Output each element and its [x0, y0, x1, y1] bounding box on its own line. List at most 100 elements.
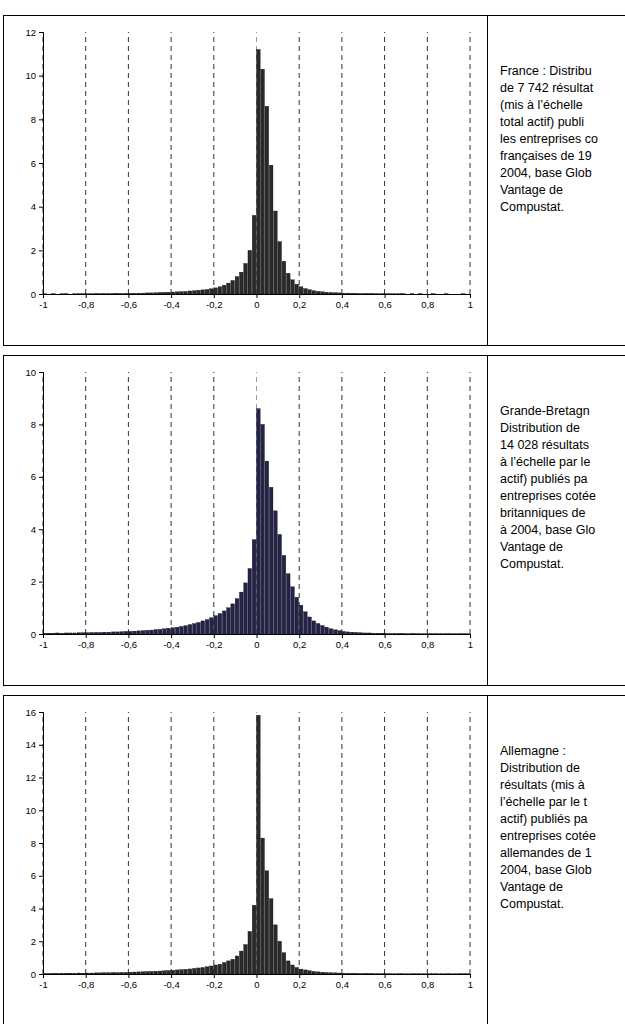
bar: [244, 583, 248, 634]
x-tick-mark: [171, 294, 172, 298]
x-tick-label: 1: [468, 299, 473, 310]
y-tick: 0: [31, 969, 43, 980]
bar: [338, 973, 342, 974]
bar: [274, 925, 278, 974]
bar: [94, 293, 98, 294]
panel-frame: [4, 356, 625, 686]
bar: [235, 599, 239, 634]
bar: [414, 973, 418, 974]
bar: [372, 973, 376, 974]
bar: [222, 285, 226, 294]
y-tick: 4: [31, 524, 43, 535]
bar: [56, 973, 60, 974]
caption-line: France : Distribu: [500, 64, 592, 78]
x-tick: -0,8: [78, 634, 94, 650]
bar: [338, 293, 342, 294]
x-tick-label: 0,2: [293, 299, 306, 310]
bar: [64, 633, 68, 634]
y-tick-mark: [39, 876, 43, 877]
bar: [141, 631, 145, 634]
x-tick: -0,2: [206, 294, 222, 310]
bar: [274, 211, 278, 294]
bar: [257, 49, 261, 294]
grid-line: [341, 32, 342, 294]
panel: -1-0,8-0,6-0,4-0,200,20,40,60,8102468101…: [4, 696, 625, 1024]
y-tick: 2: [31, 576, 43, 587]
y-tick-label: 14: [25, 739, 36, 750]
grid-line: [213, 712, 214, 974]
caption-line: actif) publiés pa: [500, 812, 588, 826]
bar: [449, 633, 453, 634]
bar: [201, 290, 205, 294]
bar: [321, 292, 325, 294]
bar: [312, 291, 316, 294]
y-tick-mark: [39, 32, 43, 33]
bar: [77, 973, 81, 974]
x-axis-line: [44, 295, 471, 299]
x-tick-mark: [385, 974, 386, 978]
bar: [303, 289, 307, 294]
y-tick-mark: [39, 712, 43, 713]
grid: [43, 32, 470, 294]
y-axis: 024681012: [25, 27, 43, 300]
x-tick: -1: [39, 974, 47, 990]
grid-line: [171, 712, 172, 974]
bar: [432, 973, 436, 974]
x-tick-label: -0,4: [163, 639, 179, 650]
y-tick: 8: [31, 838, 43, 849]
bar: [286, 961, 290, 974]
y-tick: 10: [25, 805, 43, 816]
x-tick: 0,6: [378, 294, 391, 310]
bar: [355, 632, 359, 634]
bar: [350, 632, 354, 634]
chart-frame: [487, 16, 488, 346]
x-tick-label: 0,8: [421, 979, 434, 990]
bar: [192, 291, 196, 294]
bar: [291, 280, 295, 294]
caption-line: 2004, base Glob: [500, 863, 592, 877]
y-tick-label: 0: [31, 289, 36, 300]
x-axis: -1-0,8-0,6-0,4-0,200,20,40,60,81: [39, 974, 473, 990]
x-tick-label: 0,8: [421, 639, 434, 650]
bar: [124, 631, 128, 634]
bar: [120, 972, 124, 974]
bar: [167, 292, 171, 294]
bar: [257, 409, 261, 634]
bar: [205, 289, 209, 294]
x-tick: 1: [468, 294, 473, 310]
bar: [141, 293, 145, 294]
bar: [303, 970, 307, 974]
bar: [133, 972, 137, 974]
bar: [299, 287, 303, 294]
bar: [163, 629, 167, 634]
bar: [291, 587, 295, 634]
bar: [423, 973, 427, 974]
grid-line: [85, 32, 86, 294]
bar: [423, 633, 427, 634]
x-tick-label: -0,4: [163, 299, 179, 310]
bar: [427, 294, 431, 295]
y-tick-label: 4: [31, 524, 36, 535]
bar: [342, 973, 346, 974]
y-tick-mark: [39, 634, 43, 635]
bar: [77, 633, 81, 634]
bar: [171, 292, 175, 294]
bar: [380, 633, 384, 634]
bar: [316, 624, 320, 634]
bar: [137, 972, 141, 974]
x-tick: 0,2: [293, 294, 306, 310]
bar: [116, 973, 120, 974]
bar: [397, 293, 401, 294]
grid-line: [470, 712, 471, 974]
bar: [111, 973, 115, 974]
y-tick-mark: [39, 294, 43, 295]
x-tick: 0: [254, 634, 259, 650]
bar: [333, 973, 337, 974]
bar: [449, 294, 453, 295]
bar: [376, 973, 380, 974]
bar: [265, 871, 269, 974]
x-tick-mark: [427, 634, 428, 638]
x-tick: -0,8: [78, 294, 94, 310]
bar: [338, 631, 342, 634]
grid-line: [171, 372, 172, 634]
